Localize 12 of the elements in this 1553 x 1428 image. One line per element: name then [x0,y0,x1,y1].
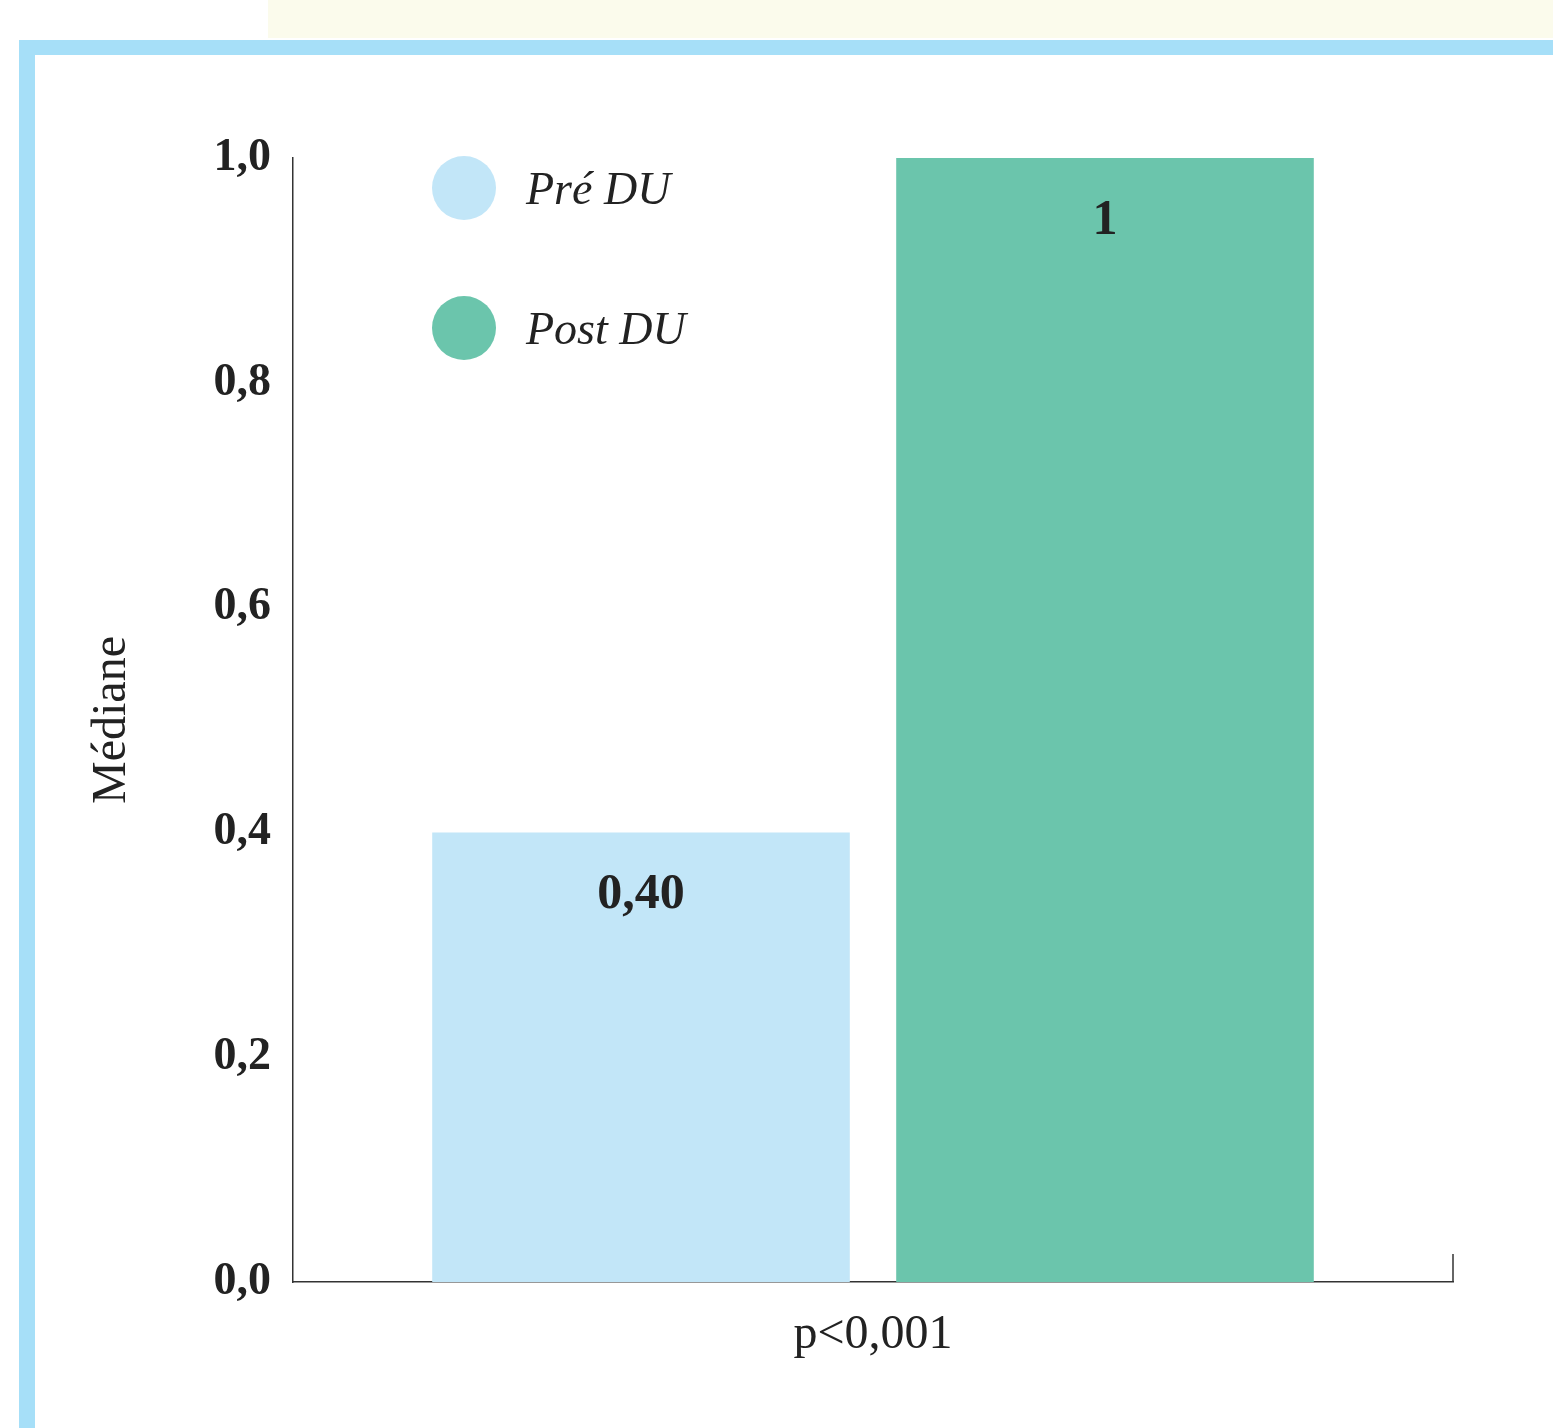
y-tick-label: 0,2 [213,1028,271,1080]
y-tick-label: 0,6 [213,578,271,630]
legend-label: Pré DU [526,161,671,215]
y-axis-title: Médiane [82,636,136,804]
y-tick-label: 0,0 [213,1252,271,1304]
legend-label: Post DU [526,301,686,355]
y-tick-label: 0,4 [213,803,271,855]
x-axis-title: p<0,001 [793,1304,953,1358]
data-label: 0,40 [597,863,685,920]
y-tick-label: 0,8 [213,353,271,405]
y-tick-label: 1,0 [213,128,271,180]
data-label: 1 [1092,188,1118,245]
